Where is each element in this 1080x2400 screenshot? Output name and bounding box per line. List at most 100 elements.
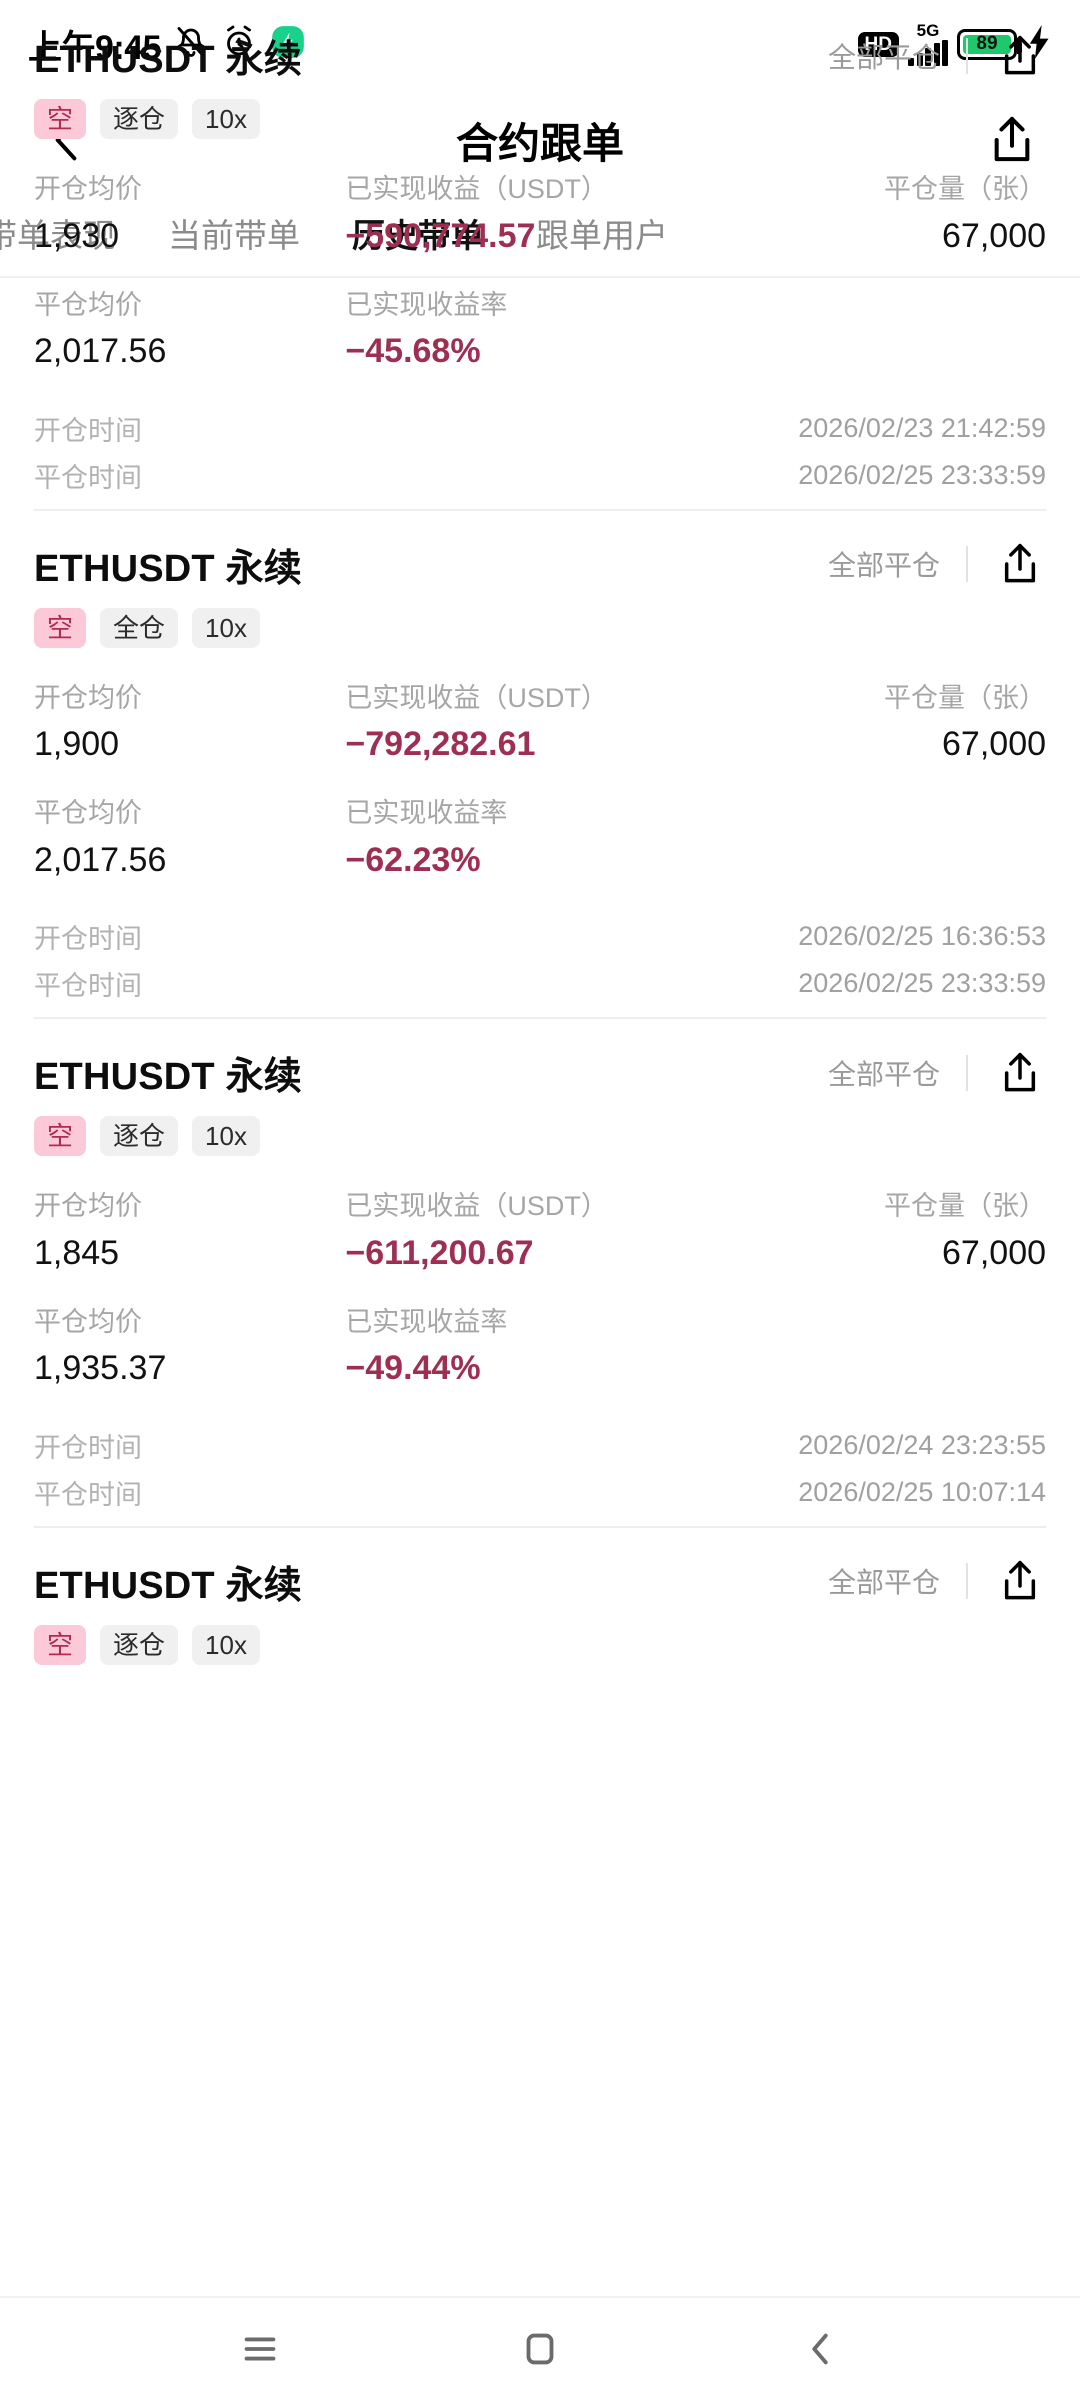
metric-value: −62.23% — [345, 840, 481, 879]
metrics-grid: 开仓均价 1,900 已实现收益（USDT） −792,282.61 平仓量（张… — [34, 678, 1046, 886]
share-icon[interactable] — [994, 1555, 1046, 1607]
position-card[interactable]: ETHUSDT 永续 全部平仓 空 逐仓 10x — [0, 1525, 1080, 1675]
mute-icon — [173, 24, 209, 65]
time-group: 开仓时间 2026/02/23 21:42:59 平仓时间 2026/02/25… — [34, 405, 1046, 499]
metric-realized-pnl: 已实现收益（USDT） −792,282.61 — [345, 678, 734, 770]
metric-realized-rate: 已实现收益率 −62.23% — [345, 793, 734, 885]
metric-label: 已实现收益（USDT） — [345, 1191, 608, 1222]
metric-value: 1,930 — [34, 216, 120, 255]
metric-label: 已实现收益率 — [345, 289, 508, 320]
position-card[interactable]: ETHUSDT 永续 全部平仓 空 逐仓 10x 开仓均价 1,930 — [0, 0, 1080, 509]
margin-mode-tag: 全仓 — [100, 607, 179, 648]
metrics-row-2: 平仓均价 2,017.56 已实现收益率 −62.23% — [34, 793, 1046, 885]
symbol-label: ETHUSDT 永续 — [34, 547, 303, 590]
metric-label: 开仓均价 — [34, 174, 142, 204]
metric-value: 1,935.37 — [34, 1349, 167, 1388]
time-value: 2026/02/25 10:07:14 — [798, 1476, 1046, 1507]
metric-value: 2,017.56 — [34, 332, 167, 371]
metric-label: 平仓均价 — [34, 289, 142, 320]
side-tag: 空 — [34, 607, 87, 648]
network-type-label: 5G — [916, 21, 940, 40]
tag-group: 空 逐仓 10x — [34, 1116, 1046, 1157]
metric-label: 平仓均价 — [34, 1306, 142, 1337]
hd-icon: HD — [857, 31, 899, 57]
metric-label: 平仓量（张） — [884, 174, 1047, 204]
metric-value: 1,900 — [34, 725, 120, 764]
status-bar-left: 上午9:45 — [28, 20, 307, 69]
divider — [966, 546, 968, 583]
share-button[interactable] — [980, 108, 1044, 172]
leverage-tag: 10x — [192, 99, 260, 139]
metric-close-price: 平仓均价 1,935.37 — [34, 1302, 345, 1394]
time-value: 2026/02/25 16:36:53 — [798, 921, 1046, 952]
time-label: 平仓时间 — [34, 1479, 142, 1510]
metrics-row-2: 平仓均价 1,935.37 已实现收益率 −49.44% — [34, 1302, 1046, 1394]
metric-label: 平仓量（张） — [884, 1191, 1047, 1222]
metric-value: −590,774.57 — [345, 216, 536, 255]
share-icon[interactable] — [994, 1047, 1046, 1099]
green-shield-icon — [269, 23, 307, 66]
divider — [966, 37, 968, 74]
time-group: 开仓时间 2026/02/24 23:23:55 平仓时间 2026/02/25… — [34, 1422, 1046, 1516]
time-label: 平仓时间 — [34, 462, 142, 493]
metric-value: −611,200.67 — [345, 1233, 534, 1272]
metric-value: −49.44% — [345, 1349, 481, 1388]
menu-icon[interactable] — [215, 2304, 305, 2394]
leverage-tag: 10x — [192, 1116, 260, 1157]
metric-label: 已实现收益率 — [345, 798, 508, 829]
metric-close-qty: 平仓量（张） 67,000 — [735, 169, 1046, 261]
signal-icon: 5G — [908, 22, 948, 66]
metrics-row-1: 开仓均价 1,845 已实现收益（USDT） −611,200.67 平仓量（张… — [34, 1186, 1046, 1278]
metrics-row-1: 开仓均价 1,930 已实现收益（USDT） −590,774.57 平仓量（张… — [34, 169, 1046, 261]
share-icon[interactable] — [994, 30, 1046, 82]
metric-close-price: 平仓均价 2,017.56 — [34, 793, 345, 885]
metric-value: −45.68% — [345, 332, 481, 371]
metric-realized-pnl: 已实现收益（USDT） −611,200.67 — [345, 1186, 734, 1278]
tab-follow-users[interactable]: 跟单用户 — [536, 216, 668, 254]
time-label: 开仓时间 — [34, 1432, 142, 1463]
time-value: 2026/02/25 23:33:59 — [798, 968, 1046, 999]
symbol-label: ETHUSDT 永续 — [34, 1056, 303, 1099]
metric-label: 已实现收益（USDT） — [345, 682, 608, 713]
status-badge: 全部平仓 — [827, 1058, 940, 1090]
side-tag: 空 — [34, 1116, 87, 1157]
metrics-row-1: 开仓均价 1,900 已实现收益（USDT） −792,282.61 平仓量（张… — [34, 678, 1046, 770]
tab-history-orders[interactable]: 历史带单 — [352, 216, 484, 254]
time-value: 2026/02/24 23:23:55 — [798, 1429, 1046, 1460]
time-label: 开仓时间 — [34, 415, 142, 446]
metric-value: −792,282.61 — [345, 725, 536, 764]
metric-realized-rate: 已实现收益率 −45.68% — [345, 285, 734, 377]
margin-mode-tag: 逐仓 — [100, 1116, 179, 1157]
metric-close-qty: 平仓量（张） 67,000 — [735, 1186, 1046, 1278]
close-time-row: 平仓时间 2026/02/25 10:07:14 — [34, 1469, 1046, 1516]
tab-performance[interactable]: 带单表现 — [0, 216, 116, 254]
share-icon[interactable] — [994, 538, 1046, 590]
tab-bar: 带单表现 当前带单 历史带单 跟单用户 — [0, 192, 1080, 278]
tab-current-orders[interactable]: 当前带单 — [168, 216, 300, 254]
close-time-row: 平仓时间 2026/02/25 23:33:59 — [34, 452, 1046, 499]
charging-bolt-icon — [1026, 24, 1054, 64]
metric-close-qty: 平仓量（张） 67,000 — [735, 678, 1046, 770]
metric-value: 2,017.56 — [34, 840, 167, 879]
metric-realized-rate: 已实现收益率 −49.44% — [345, 1302, 734, 1394]
status-badge: 全部平仓 — [827, 1567, 940, 1599]
position-card[interactable]: ETHUSDT 永续 全部平仓 空 全仓 10x 开仓均价 1,900 — [0, 508, 1080, 1018]
metric-spacer — [735, 285, 1046, 377]
position-card[interactable]: ETHUSDT 永续 全部平仓 空 逐仓 10x 开仓均价 1,845 — [0, 1017, 1080, 1526]
leverage-tag: 10x — [192, 1624, 260, 1665]
home-square-icon[interactable] — [495, 2304, 585, 2394]
metric-realized-pnl: 已实现收益（USDT） −590,774.57 — [345, 169, 734, 261]
metric-value: 1,845 — [34, 1233, 120, 1272]
tab-underline — [0, 276, 1080, 278]
metric-label: 平仓量（张） — [884, 682, 1047, 713]
time-value: 2026/02/25 23:33:59 — [798, 459, 1046, 490]
card-header: ETHUSDT 永续 全部平仓 — [34, 28, 1046, 83]
side-tag: 空 — [34, 99, 87, 139]
status-time: 上午9:45 — [28, 28, 162, 67]
nav-back-icon[interactable] — [775, 2304, 865, 2394]
status-badge: 全部平仓 — [827, 41, 940, 73]
metric-label: 已实现收益（USDT） — [345, 174, 608, 204]
card-header-right: 全部平仓 — [828, 1047, 1046, 1099]
time-label: 平仓时间 — [34, 971, 142, 1002]
divider — [966, 1563, 968, 1600]
